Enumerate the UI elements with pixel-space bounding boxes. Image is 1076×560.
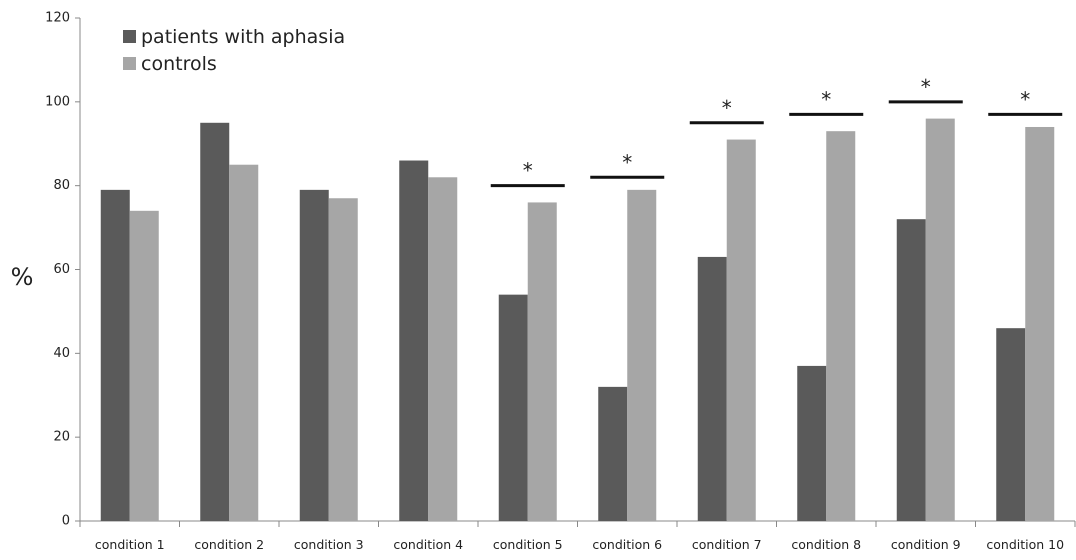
x-category-label: condition 3 [294,537,364,552]
bar-patients [896,219,926,521]
bar-patients [100,189,130,521]
significance-star: * [622,150,632,174]
y-axis-title: % [11,263,34,291]
y-tick-label: 120 [45,11,70,26]
bar-controls [627,189,657,521]
y-tick-label: 0 [62,514,70,529]
bar-controls [925,118,955,521]
legend-label-patients: patients with aphasia [141,26,345,48]
significance-star: * [921,75,931,99]
significance-star: * [523,159,533,183]
y-ticks: 0 20 40 60 80 100 120 [45,11,80,529]
y-tick-label: 60 [53,262,70,277]
bar-patients [299,189,329,521]
bar-controls [229,164,259,522]
bar-controls [1025,126,1055,521]
significance-star: * [821,87,831,111]
bar-controls [726,139,756,521]
x-category-label: condition 5 [493,537,563,552]
x-category-label: condition 8 [791,537,861,552]
legend: patients with aphasia controls [123,26,345,75]
y-tick-label: 20 [53,430,70,445]
bar-controls [328,198,358,521]
x-category-label: condition 4 [393,537,463,552]
bar-patients [598,386,628,521]
significance-markers: * * * * * * [490,75,1063,188]
bar-controls [428,177,458,522]
x-category-label: condition 7 [692,537,762,552]
bar-patients [200,122,230,522]
x-category-label: condition 2 [194,537,264,552]
legend-label-controls: controls [141,53,217,75]
bar-patients [697,256,727,521]
legend-swatch-controls [123,57,136,70]
x-category-label: condition 9 [891,537,961,552]
bar-patients [498,294,528,521]
bar-patients [399,160,429,521]
legend-swatch-patients [123,30,136,43]
bar-controls [129,210,159,522]
x-category-label: condition 6 [592,537,662,552]
bar-patients [996,328,1026,521]
significance-star: * [722,96,732,120]
x-category-label: condition 1 [95,537,165,552]
y-tick-label: 80 [53,178,70,193]
x-ticks: condition 1 condition 2 condition 3 conditi… [79,521,1076,552]
bar-patients [797,365,827,521]
y-tick-label: 100 [45,94,70,109]
y-tick-label: 40 [53,346,70,361]
x-category-label: condition 10 [986,537,1064,552]
significance-star: * [1020,87,1030,111]
bars [100,118,1055,522]
bar-controls [826,131,856,522]
bar-controls [527,202,557,521]
